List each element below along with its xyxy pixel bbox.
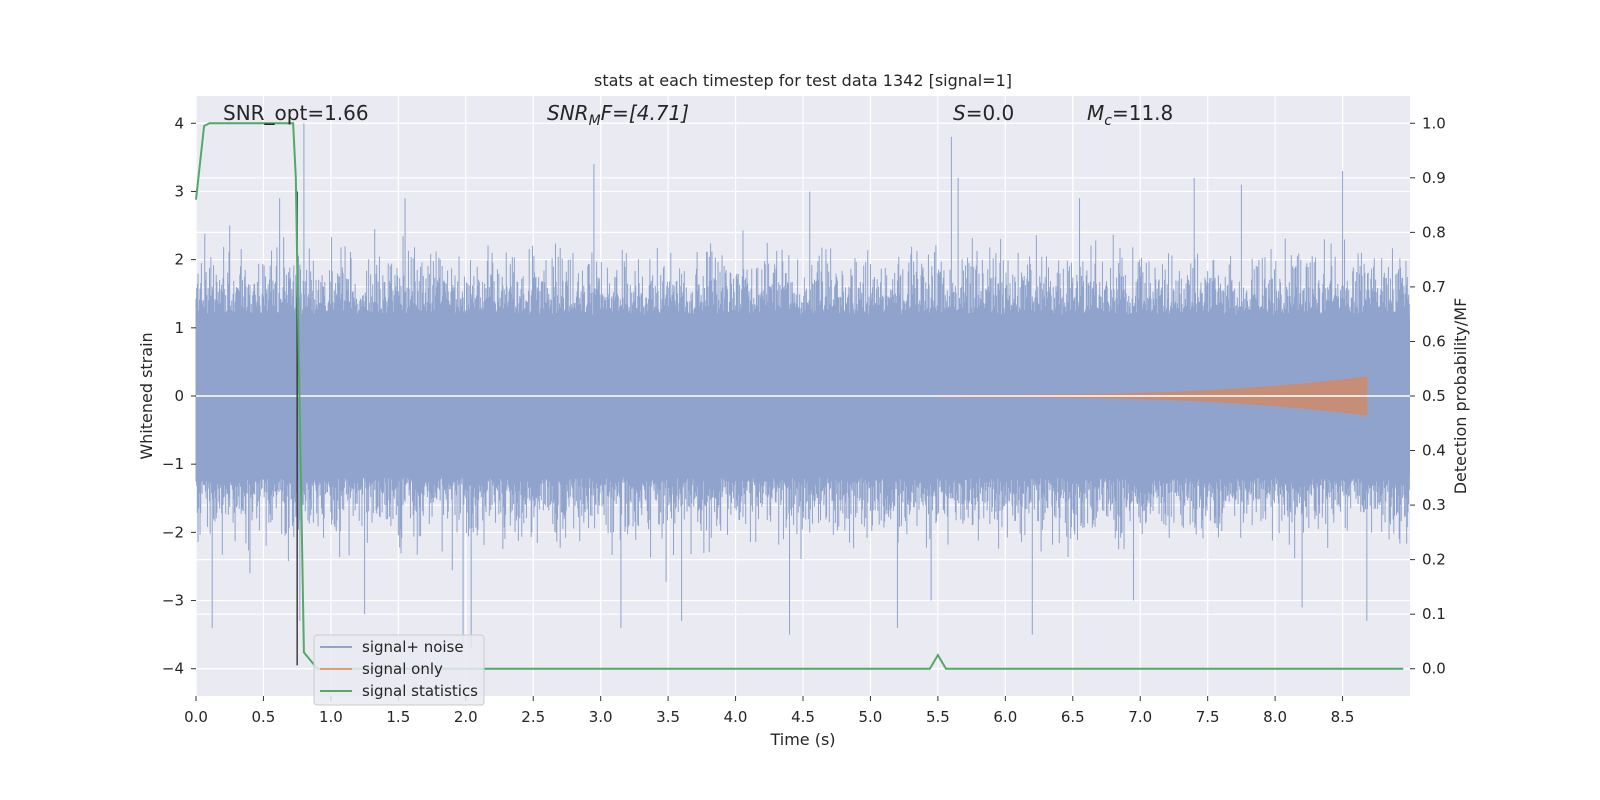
x-tick-label-5: 2.5 [521,708,545,726]
y-tick-label-left-2: −2 [162,523,184,541]
y-tick-label-left-1: −3 [162,592,184,610]
legend-box [313,634,485,706]
y-tick-label-left-5: 1 [174,319,184,337]
annotation-snr-mf-main: SNR [547,101,589,125]
legend-label-signal-statistics: signal statistics [362,682,478,700]
y-tick-label-right-1: 0.1 [1422,605,1446,623]
y-tick-label-left-6: 2 [174,251,184,269]
axes: 0.0 0.5 1.0 1.5 2.0 2.5 3.0 3.5 4.0 4.5 5.0 5.5 6.0 6… [162,114,1446,726]
annotation-mc-rest: =11.8 [1112,101,1173,125]
series-signal-statistics [195,122,1404,670]
x-tick-label-1: 0.5 [252,708,276,726]
y-tick-label-left-8: 4 [174,114,184,132]
y-tick-label-right-6: 0.6 [1422,332,1446,350]
annotation-mc-main: M [1087,101,1104,125]
y-tick-label-right-10: 1.0 [1422,114,1446,132]
annotation-s-rest: =0.0 [966,101,1015,125]
x-tick-label-12: 6.0 [993,708,1017,726]
x-axis-label: Time (s) [769,730,835,749]
x-tick-label-15: 7.5 [1196,708,1220,726]
annotation-s: S=0.0 [953,101,1014,125]
y-tick-label-left-7: 3 [174,182,184,200]
annotation-mc: Mc=11.8 [1087,101,1173,129]
annotation-snr-mf: SNRMF=[4.71] [547,101,689,129]
x-tick-label-0: 0.0 [184,708,208,726]
y-axis-label-right: Detection probability/MF [1451,298,1470,495]
plot-area [195,122,1410,670]
x-tick-label-3: 1.5 [386,708,410,726]
y-tick-label-right-0: 0.0 [1422,660,1446,678]
x-tick-label-11: 5.5 [926,708,950,726]
annotation-mc-sub: c [1104,113,1112,129]
annotation-snr-mf-sub: M [589,113,601,129]
y-axis-label-left: Whitened strain [137,332,156,459]
x-tick-label-4: 2.0 [454,708,478,726]
y-tick-label-right-7: 0.7 [1422,278,1446,296]
x-tick-label-14: 7.0 [1128,708,1152,726]
legend-label-signal-noise: signal+ noise [362,638,464,656]
annotation-s-main: S [953,101,966,125]
y-tick-label-right-3: 0.3 [1422,496,1446,514]
y-tick-label-right-2: 0.2 [1422,551,1446,569]
x-tick-label-16: 8.0 [1263,708,1287,726]
y-tick-label-left-4: 0 [174,387,184,405]
x-tick-label-6: 3.0 [589,708,613,726]
y-tick-label-right-4: 0.4 [1422,442,1446,460]
x-tick-label-10: 5.0 [859,708,883,726]
x-tick-label-2: 1.0 [319,708,343,726]
y-tick-label-right-8: 0.8 [1422,223,1446,241]
x-tick-label-17: 8.5 [1331,708,1355,726]
chart-title: stats at each timestep for test data 134… [594,71,1012,90]
legend-label-signal-only: signal only [362,660,443,678]
y-tick-label-left-3: −1 [162,455,184,473]
x-tick-label-13: 6.5 [1061,708,1085,726]
x-tick-label-8: 4.0 [724,708,748,726]
y-tick-label-right-9: 0.9 [1422,169,1446,187]
y-tick-label-right-5: 0.5 [1422,387,1446,405]
annotation-snr-opt: SNR_opt=1.66 [223,101,369,125]
legend: signal+ noise signal only signal statist… [313,634,485,706]
x-tick-label-7: 3.5 [656,708,680,726]
x-tick-label-9: 4.5 [791,708,815,726]
annotation-snr-mf-rest: F=[4.71] [601,101,689,125]
y-tick-label-left-0: −4 [162,660,184,678]
